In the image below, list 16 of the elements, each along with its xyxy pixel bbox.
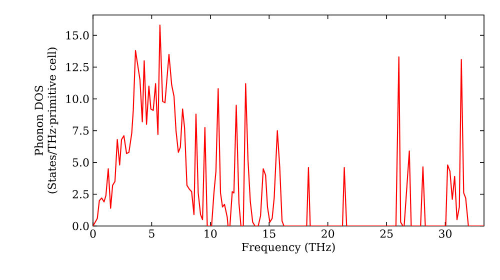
y-axis-title: Phonon DOS (States/THz·primitive cell) — [34, 48, 58, 194]
x-tick-label: 10 — [204, 230, 217, 238]
y-tick-label: 0.0 — [72, 222, 89, 230]
y-tick-label: 7.5 — [72, 126, 89, 135]
y-tick-label: 15.0 — [66, 31, 89, 40]
y-tick-label: 5.0 — [72, 158, 89, 167]
y-tick-label: 10.0 — [66, 94, 89, 104]
x-tick-label: 5 — [149, 230, 154, 238]
x-tick-label: 25 — [380, 230, 393, 238]
x-axis-title: Frequency (THz) — [242, 242, 335, 254]
x-tick-label: 15 — [263, 230, 276, 238]
y-tick-label: 2.5 — [72, 190, 89, 198]
y-tick-label: 12.5 — [66, 62, 89, 72]
x-tick-label: 0 — [90, 230, 96, 238]
x-tick-label: 20 — [322, 230, 334, 238]
x-tick-label: 30 — [439, 230, 452, 238]
